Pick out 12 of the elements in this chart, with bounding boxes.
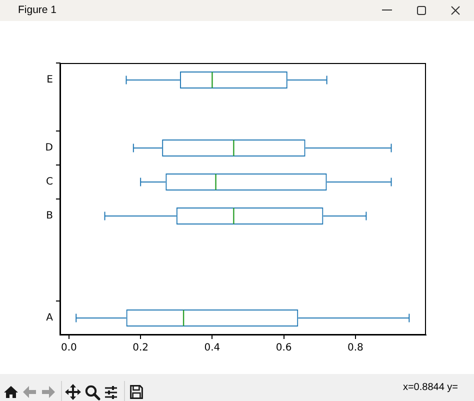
- text: x=0.8844 y=: [402, 382, 458, 394]
- y-tick-label: C: [46, 176, 54, 188]
- x-tick-label: 0.6: [276, 342, 292, 354]
- y-tick-label: D: [45, 142, 54, 154]
- y-tick-label: B: [46, 210, 54, 222]
- x-tick-label: 0.2: [132, 342, 149, 354]
- x-tick-label: 0.4: [204, 342, 220, 354]
- x-tick-label: 0.8: [347, 342, 364, 354]
- y-tick-label: E: [46, 74, 53, 86]
- caption: Figure 1: [18, 4, 57, 17]
- y-tick-label: A: [46, 312, 54, 324]
- x-tick-label: 0.0: [61, 342, 77, 354]
